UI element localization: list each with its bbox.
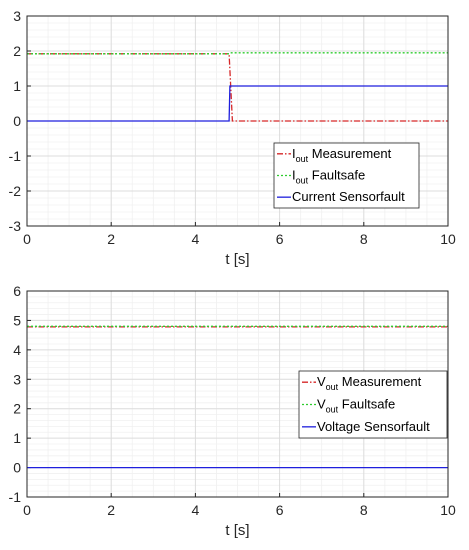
- x-tick-label: 8: [360, 231, 368, 247]
- legend-label-3: Current Sensorfault: [292, 189, 405, 204]
- x-tick-label: 0: [23, 502, 31, 518]
- y-tick-label: 5: [13, 312, 21, 328]
- y-tick-label: -1: [9, 489, 22, 505]
- x-tick-label: 10: [440, 502, 456, 518]
- x-tick-label: 6: [276, 231, 284, 247]
- x-axis-label: t [s]: [225, 522, 249, 539]
- x-tick-label: 10: [440, 231, 456, 247]
- legend-label-3: Voltage Sensorfault: [317, 419, 430, 434]
- y-tick-label: 1: [13, 78, 21, 94]
- series-line-2: [27, 52, 448, 55]
- y-tick-label: 3: [13, 8, 21, 24]
- x-tick-label: 2: [107, 231, 115, 247]
- axes-box: [26, 15, 449, 227]
- y-tick-label: 6: [13, 283, 21, 299]
- y-tick-label: -1: [9, 148, 22, 164]
- series-line-3: [27, 85, 448, 122]
- y-tick-label: -2: [9, 183, 22, 199]
- x-tick-label: 4: [192, 231, 200, 247]
- legend: Iout Measurement Iout Faultsafe Current Se…: [273, 142, 420, 209]
- y-tick-label: 0: [13, 460, 21, 476]
- x-tick-label: 6: [276, 502, 284, 518]
- axes-box: [26, 290, 449, 498]
- legend-label-1: Iout Measurement: [292, 146, 392, 164]
- x-tick-label: 2: [107, 502, 115, 518]
- x-tick-label: 4: [192, 502, 200, 518]
- y-tick-label: 4: [13, 342, 21, 358]
- legend-label-1: Vout Measurement: [317, 374, 422, 392]
- y-tick-label: -3: [9, 218, 22, 234]
- legend-label-2: Vout Faultsafe: [317, 397, 395, 415]
- legend: Vout Measurement Vout Faultsafe Voltage Se…: [298, 370, 448, 439]
- legend-box: [298, 370, 448, 439]
- y-tick-label: 2: [13, 401, 21, 417]
- y-tick-label: 2: [13, 43, 21, 59]
- legend-label-2: Iout Faultsafe: [292, 168, 365, 186]
- x-tick-label: 8: [360, 502, 368, 518]
- legend-box: [273, 142, 420, 209]
- y-tick-label: 1: [13, 430, 21, 446]
- x-axis-label: t [s]: [225, 251, 249, 268]
- y-tick-label: 3: [13, 371, 21, 387]
- y-tick-label: 0: [13, 113, 21, 129]
- x-tick-label: 0: [23, 231, 31, 247]
